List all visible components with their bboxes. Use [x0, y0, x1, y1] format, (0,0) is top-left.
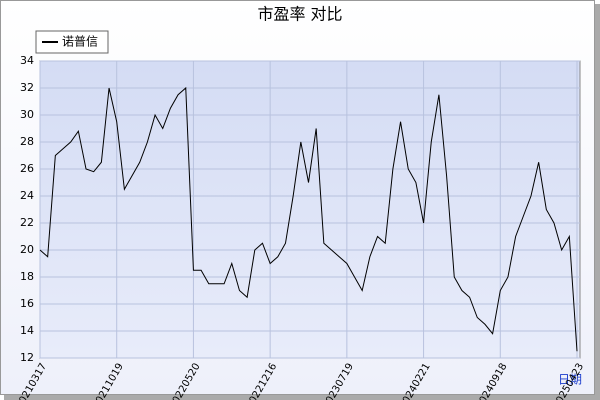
y-tick-label: 12: [20, 351, 34, 364]
y-tick-label: 14: [20, 324, 34, 337]
y-tick-label: 18: [20, 270, 34, 283]
y-tick-label: 28: [20, 135, 34, 148]
y-tick-label: 16: [20, 297, 34, 310]
legend-box: [35, 30, 109, 54]
y-tick-label: 34: [20, 54, 34, 67]
chart-title: 市盈率 对比: [257, 5, 342, 24]
y-tick-label: 32: [20, 81, 34, 94]
y-tick-label: 20: [20, 243, 34, 256]
x-axis-label: 日期: [558, 373, 582, 387]
shadow: [4, 395, 600, 400]
legend: 诺普信: [35, 30, 109, 54]
legend-label: 诺普信: [62, 35, 98, 49]
y-tick-label: 24: [20, 189, 34, 202]
shadow: [595, 4, 600, 400]
plot-area: [39, 60, 581, 359]
y-tick-label: 30: [20, 108, 34, 121]
y-tick-label: 26: [20, 162, 34, 175]
y-tick-label: 22: [20, 216, 34, 229]
line: [39, 86, 578, 352]
